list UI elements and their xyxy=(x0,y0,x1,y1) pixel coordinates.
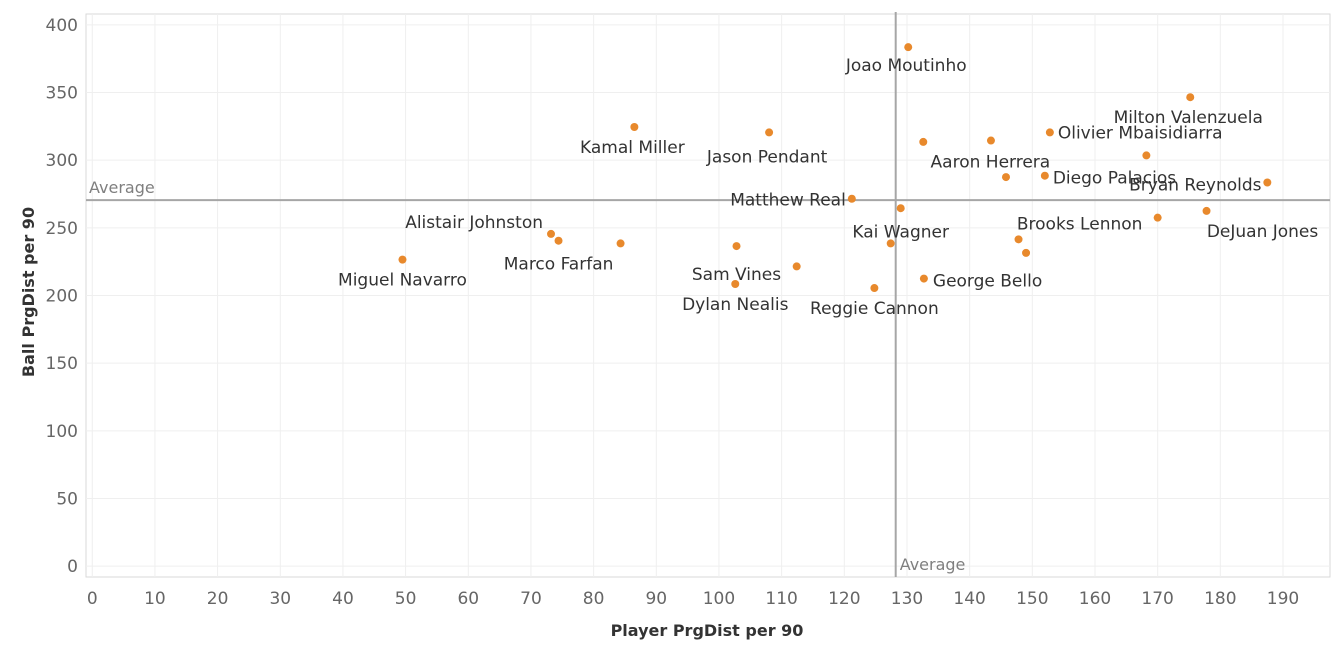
y-tick-label: 250 xyxy=(46,219,78,239)
x-tick-label: 80 xyxy=(583,589,605,609)
data-point xyxy=(1186,93,1195,102)
point-labels: Joao Moutinho Milton Valenzuela Kamal Mill… xyxy=(338,56,1318,319)
point-label: Olivier Mbaisidiarra xyxy=(1058,123,1223,143)
point-label: Dylan Nealis xyxy=(682,295,789,315)
point-label: Milton Valenzuela xyxy=(1114,108,1263,128)
x-tick-label: 180 xyxy=(1204,589,1236,609)
data-point xyxy=(847,194,856,203)
x-tick-label: 190 xyxy=(1267,589,1299,609)
x-tick-label: 90 xyxy=(645,589,667,609)
point-label: George Bello xyxy=(933,272,1042,292)
data-point xyxy=(1045,128,1054,137)
x-average-label: Average xyxy=(900,555,966,574)
x-axis-title: Player PrgDist per 90 xyxy=(611,621,804,640)
data-point xyxy=(616,239,625,248)
x-tick-label: 110 xyxy=(765,589,797,609)
data-point xyxy=(1014,235,1023,244)
point-label: Jason Pendant xyxy=(706,147,828,167)
point-label: Marco Farfan xyxy=(504,254,614,274)
data-point xyxy=(904,43,913,52)
point-label: Sam Vines xyxy=(692,265,781,285)
data-point xyxy=(1001,173,1010,182)
data-point xyxy=(554,236,563,245)
y-tick-label: 0 xyxy=(67,557,78,577)
x-tick-label: 20 xyxy=(207,589,229,609)
x-tick-label: 10 xyxy=(144,589,166,609)
y-tick-label: 100 xyxy=(46,422,78,442)
x-axis-ticks: 0 10 20 30 40 50 60 70 80 90 100 110 120 130 140 150 160… xyxy=(87,589,1299,609)
data-point xyxy=(731,279,740,288)
point-label: Alistair Johnston xyxy=(405,213,543,233)
x-tick-label: 0 xyxy=(87,589,98,609)
data-point xyxy=(792,262,801,271)
data-point xyxy=(765,128,774,137)
grid-lines xyxy=(86,14,1330,577)
x-tick-label: 130 xyxy=(891,589,923,609)
point-label: Bryan Reynolds xyxy=(1129,175,1262,195)
x-tick-label: 170 xyxy=(1141,589,1173,609)
data-point xyxy=(1040,171,1049,180)
data-point xyxy=(547,229,556,238)
x-tick-label: 40 xyxy=(332,589,354,609)
data-point xyxy=(1263,178,1272,187)
data-point xyxy=(1142,151,1151,160)
point-label: Kamal Miller xyxy=(580,138,685,158)
point-label: DeJuan Jones xyxy=(1207,222,1319,242)
y-tick-label: 200 xyxy=(46,287,78,307)
point-label: Miguel Navarro xyxy=(338,271,467,291)
x-tick-label: 100 xyxy=(703,589,735,609)
point-label: Joao Moutinho xyxy=(845,56,967,76)
data-point xyxy=(886,239,895,248)
point-label: Reggie Cannon xyxy=(810,299,939,319)
data-point xyxy=(986,136,995,145)
y-axis-ticks: 0 50 100 150 200 250 300 350 400 xyxy=(46,16,78,577)
x-tick-label: 30 xyxy=(269,589,291,609)
data-point xyxy=(1202,206,1211,215)
x-tick-label: 160 xyxy=(1079,589,1111,609)
point-label: Kai Wagner xyxy=(852,222,949,242)
y-tick-label: 50 xyxy=(56,490,78,510)
data-point xyxy=(919,137,928,146)
y-tick-label: 400 xyxy=(46,16,78,36)
data-point xyxy=(870,284,879,293)
data-point xyxy=(398,255,407,264)
x-tick-label: 50 xyxy=(395,589,417,609)
x-tick-label: 70 xyxy=(520,589,542,609)
point-label: Aaron Herrera xyxy=(931,152,1051,172)
data-point xyxy=(732,242,741,251)
x-tick-label: 120 xyxy=(828,589,860,609)
data-point xyxy=(896,204,905,213)
data-point xyxy=(1022,248,1031,257)
reference-lines: Average Average xyxy=(86,12,1330,577)
data-point xyxy=(630,123,639,132)
data-point xyxy=(919,274,928,283)
x-tick-label: 140 xyxy=(953,589,985,609)
point-label: Diego Palacios xyxy=(1053,169,1176,189)
y-average-label: Average xyxy=(89,178,155,197)
y-tick-label: 350 xyxy=(46,83,78,103)
y-axis-title: Ball PrgDist per 90 xyxy=(19,207,38,377)
x-tick-label: 60 xyxy=(457,589,479,609)
point-label: Matthew Real xyxy=(730,191,846,211)
y-tick-label: 300 xyxy=(46,151,78,171)
data-points xyxy=(398,43,1272,293)
x-tick-label: 150 xyxy=(1016,589,1048,609)
point-label: Brooks Lennon xyxy=(1017,215,1143,235)
y-tick-label: 150 xyxy=(46,354,78,374)
data-point xyxy=(1153,213,1162,222)
